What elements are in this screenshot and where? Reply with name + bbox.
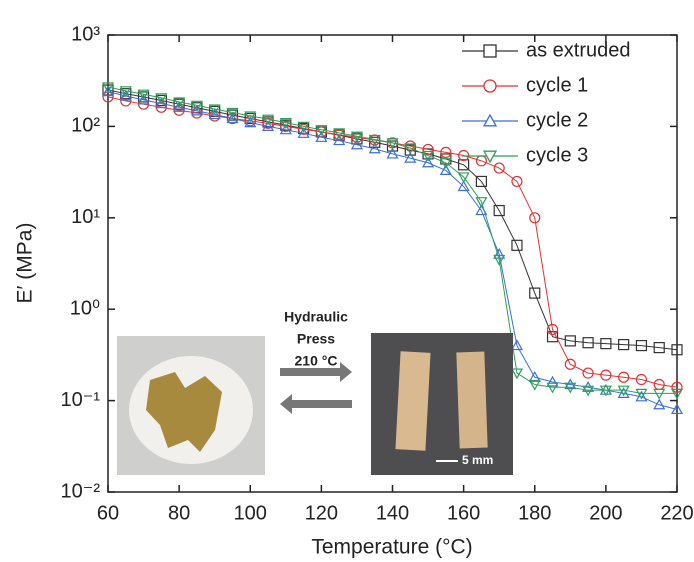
x-tick-label: 100 — [234, 502, 267, 524]
y-axis-title: E′ (MPa) — [14, 223, 37, 304]
legend-label: cycle 2 — [526, 109, 588, 131]
x-tick-label: 60 — [97, 502, 119, 524]
y-tick-label: 10⁻¹ — [61, 389, 101, 411]
legend-label: as extruded — [526, 39, 631, 61]
scale-label: 5 mm — [462, 453, 493, 467]
x-axis-title: Temperature (°C) — [311, 536, 472, 559]
inset: Hydraulic Press 210 °C 5 mm — [117, 309, 513, 475]
photo-bar — [395, 351, 430, 450]
y-tick-label: 10³ — [71, 23, 100, 45]
y-tick-label: 10⁰ — [70, 297, 100, 319]
x-tick-label: 120 — [305, 502, 338, 524]
y-tick-label: 10⁻² — [61, 480, 101, 502]
series-line — [108, 90, 677, 350]
arrow-left — [280, 394, 352, 414]
legend-marker — [484, 45, 496, 57]
x-tick-label: 140 — [376, 502, 409, 524]
inset-label: 210 °C — [295, 353, 338, 369]
y-tick-label: 10² — [71, 115, 100, 137]
y-tick-label: 10¹ — [71, 206, 100, 228]
x-tick-label: 160 — [447, 502, 480, 524]
chart: Temperature (°C) E′ (MPa) 60 80 100 120 140 1… — [0, 0, 694, 562]
photo-bar — [456, 352, 487, 449]
x-tick-label: 180 — [518, 502, 551, 524]
x-tick-label: 80 — [168, 502, 190, 524]
inset-label: Press — [297, 331, 335, 347]
x-tick-label: 220 — [660, 502, 693, 524]
legend-label: cycle 3 — [526, 144, 588, 166]
legend-label: cycle 1 — [526, 74, 588, 96]
x-tick-label: 200 — [589, 502, 622, 524]
inset-label: Hydraulic — [284, 309, 348, 325]
legend-marker — [484, 80, 496, 92]
